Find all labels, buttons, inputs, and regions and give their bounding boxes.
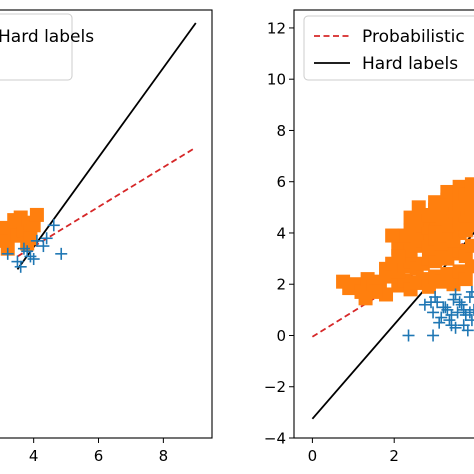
- legend-1: Hard labels: [0, 13, 94, 81]
- blue-plus-point: [449, 288, 462, 301]
- orange-square-point: [464, 177, 474, 192]
- y-tick-label: 8: [276, 122, 286, 140]
- blue-plus-point: [37, 240, 50, 253]
- x-tick-label: 6: [94, 447, 104, 465]
- blue-plus-point: [445, 319, 458, 332]
- blue-plus-point: [433, 316, 446, 329]
- legend-box: [0, 13, 73, 81]
- blue-plus-point: [418, 298, 431, 311]
- legend-label: Hard labels: [0, 27, 94, 47]
- orange-square-point: [0, 220, 9, 235]
- blue-plus-point: [27, 253, 40, 266]
- blue-plus-point: [435, 311, 448, 324]
- blue-plus-point: [437, 301, 450, 314]
- orange-square-point: [7, 213, 22, 228]
- blue-plus-point: [453, 296, 466, 309]
- orange-square-point: [411, 200, 426, 215]
- x-tick-label: 4: [29, 447, 39, 465]
- blue-plus-point: [445, 308, 458, 321]
- blue-plus-point: [14, 260, 27, 273]
- blue-plus-point: [443, 314, 456, 327]
- plot-area-1: [0, 22, 197, 273]
- axes-frame-1: [0, 9, 213, 439]
- blue-plus-point: [461, 324, 474, 337]
- blue-plus-point: [427, 306, 440, 319]
- blue-plus-point: [30, 234, 43, 247]
- y-tick-label: −4: [264, 430, 286, 448]
- blue-plus-point: [425, 296, 438, 309]
- blue-plus-point: [465, 285, 474, 298]
- blue-plus-point: [455, 298, 468, 311]
- orange-square-point: [428, 225, 443, 240]
- y-tick-label: 4: [276, 224, 286, 242]
- legend-label: Hard labels: [362, 54, 458, 74]
- orange-square-point: [464, 218, 474, 233]
- probabilistic-fit-line: [16, 146, 197, 258]
- hard-labels-fit-line: [16, 22, 197, 270]
- blue-plus-point: [24, 250, 37, 263]
- orange-square-point: [458, 272, 473, 287]
- axes-frame-2: [293, 9, 474, 439]
- x-tick-label: 0: [308, 447, 318, 465]
- orange-square-point: [409, 213, 424, 228]
- blue-plus-point: [402, 329, 415, 342]
- blue-plus-point: [427, 329, 440, 342]
- y-tick-label: −2: [264, 378, 286, 396]
- y-tick-label: 0: [276, 327, 286, 345]
- blue-plus-point: [447, 293, 460, 306]
- legend-box: [303, 15, 474, 81]
- y-tick-label: 2: [276, 276, 286, 294]
- legend-label: Probabilistic: [362, 27, 465, 47]
- x-tick-label: 2: [389, 447, 399, 465]
- blue-plus-point: [451, 306, 464, 319]
- blue-plus-point: [465, 314, 474, 327]
- blue-plus-point: [55, 247, 68, 260]
- y-tick-label: 6: [276, 173, 286, 191]
- blue-plus-point: [457, 303, 470, 316]
- orange-square-point: [464, 259, 474, 274]
- blue-plus-point: [47, 219, 60, 232]
- y-tick-label: 10: [267, 71, 286, 89]
- orange-square-point: [464, 200, 474, 215]
- plot-area-2: [311, 177, 474, 420]
- orange-square-point: [391, 249, 406, 264]
- x-tick-label: 8: [159, 447, 169, 465]
- orange-square-point: [464, 238, 474, 253]
- orange-square-point: [23, 231, 38, 246]
- y-tick-label: 12: [267, 19, 286, 37]
- blue-plus-point: [40, 232, 53, 245]
- legend-2: Probabilistic Hard labels: [303, 15, 474, 81]
- orange-square-point: [446, 277, 461, 292]
- blue-plus-point: [21, 245, 34, 258]
- orange-square-point: [397, 228, 412, 243]
- orange-square-point: [358, 291, 373, 306]
- blue-plus-point: [11, 255, 24, 268]
- blue-plus-point: [1, 247, 14, 260]
- orange-square-point: [385, 228, 400, 243]
- orange-square-point: [29, 207, 44, 222]
- orange-square-point: [0, 233, 12, 248]
